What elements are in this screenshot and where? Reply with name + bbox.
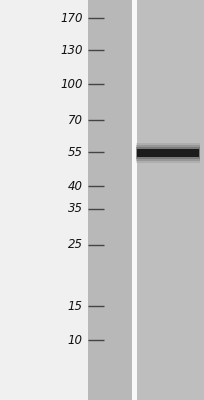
Text: 40: 40 — [68, 180, 83, 192]
Text: 10: 10 — [68, 334, 83, 346]
Text: 15: 15 — [68, 300, 83, 312]
Bar — [137, 0, 204, 400]
Text: 170: 170 — [60, 12, 83, 24]
Text: 25: 25 — [68, 238, 83, 251]
Text: 70: 70 — [68, 114, 83, 126]
Text: 35: 35 — [68, 202, 83, 215]
Bar — [88, 0, 132, 400]
Text: 130: 130 — [60, 44, 83, 56]
Bar — [137, 149, 199, 157]
Text: 55: 55 — [68, 146, 83, 158]
Bar — [136, 147, 200, 159]
Text: 100: 100 — [60, 78, 83, 90]
Bar — [136, 145, 200, 161]
Bar — [132, 0, 137, 400]
Bar — [136, 143, 200, 163]
